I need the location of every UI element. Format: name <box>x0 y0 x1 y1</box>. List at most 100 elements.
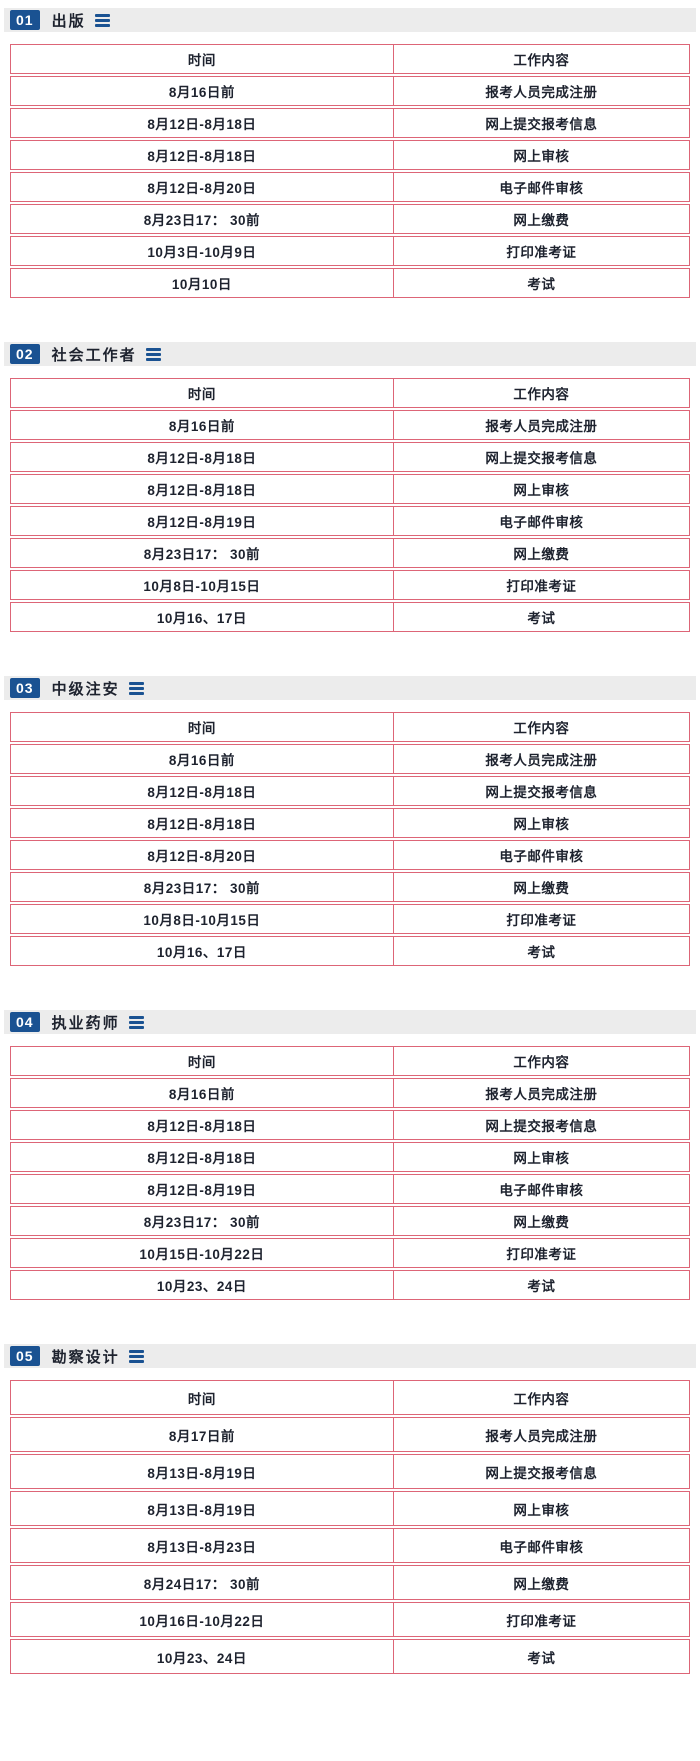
table-row: 10月10日 考试 <box>10 268 690 298</box>
table-row: 8月16日前 报考人员完成注册 <box>10 410 690 440</box>
content-cell: 打印准考证 <box>392 1602 690 1637</box>
time-cell: 8月23日17： 30前 <box>10 1206 393 1236</box>
content-cell: 网上缴费 <box>392 1565 690 1600</box>
table-row: 8月12日-8月18日 网上提交报考信息 <box>10 776 690 806</box>
table-row: 8月23日17： 30前 网上缴费 <box>10 538 690 568</box>
content-cell: 网上审核 <box>392 1142 690 1172</box>
content-cell: 考试 <box>392 268 690 298</box>
time-cell: 8月16日前 <box>10 744 393 774</box>
table-row: 8月16日前 报考人员完成注册 <box>10 744 690 774</box>
time-cell: 10月16、17日 <box>10 602 393 632</box>
section-header: 04 执业药师 <box>4 1010 696 1034</box>
table-header-row: 时间 工作内容 <box>10 378 690 408</box>
hamburger-bar <box>128 1025 144 1029</box>
content-cell: 考试 <box>392 1270 690 1300</box>
content-column-header: 工作内容 <box>392 1046 690 1076</box>
content-cell: 打印准考证 <box>392 236 690 266</box>
content-cell: 考试 <box>392 936 690 966</box>
content-cell: 电子邮件审核 <box>392 1528 690 1563</box>
hamburger-menu-icon[interactable] <box>128 681 144 695</box>
hamburger-bar <box>128 1354 144 1358</box>
section-number-badge: 03 <box>10 678 40 698</box>
time-cell: 8月12日-8月20日 <box>10 172 393 202</box>
hamburger-bar <box>94 18 110 22</box>
schedule-table: 时间 工作内容 8月16日前 报考人员完成注册 8月12日-8月18日 网上提交… <box>10 376 690 634</box>
hamburger-menu-icon[interactable] <box>145 347 161 361</box>
table-body: 8月16日前 报考人员完成注册 8月12日-8月18日 网上提交报考信息 8月1… <box>10 410 690 632</box>
time-cell: 8月24日17： 30前 <box>10 1565 393 1600</box>
time-cell: 8月13日-8月19日 <box>10 1491 393 1526</box>
table-row: 8月12日-8月20日 电子邮件审核 <box>10 172 690 202</box>
content-cell: 报考人员完成注册 <box>392 1417 690 1452</box>
schedule-table: 时间 工作内容 8月16日前 报考人员完成注册 8月12日-8月18日 网上提交… <box>10 42 690 300</box>
time-cell: 10月8日-10月15日 <box>10 570 393 600</box>
time-cell: 8月13日-8月23日 <box>10 1528 393 1563</box>
table-row: 8月13日-8月23日 电子邮件审核 <box>10 1528 690 1563</box>
table-row: 10月15日-10月22日 打印准考证 <box>10 1238 690 1268</box>
content-cell: 网上审核 <box>392 808 690 838</box>
table-row: 8月23日17： 30前 网上缴费 <box>10 872 690 902</box>
time-cell: 10月15日-10月22日 <box>10 1238 393 1268</box>
section-title: 执业药师 <box>51 1014 120 1032</box>
time-cell: 8月23日17： 30前 <box>10 538 393 568</box>
hamburger-menu-icon[interactable] <box>94 13 110 27</box>
time-cell: 8月12日-8月18日 <box>10 1142 393 1172</box>
hamburger-bar <box>145 357 161 361</box>
time-cell: 8月12日-8月18日 <box>10 776 393 806</box>
table-row: 8月13日-8月19日 网上提交报考信息 <box>10 1454 690 1489</box>
section-number-badge: 04 <box>10 1012 40 1032</box>
content-cell: 打印准考证 <box>392 570 690 600</box>
content-cell: 报考人员完成注册 <box>392 410 690 440</box>
schedule-table: 时间 工作内容 8月16日前 报考人员完成注册 8月12日-8月18日 网上提交… <box>10 1044 690 1302</box>
content-cell: 网上提交报考信息 <box>392 108 690 138</box>
content-cell: 网上提交报考信息 <box>392 1454 690 1489</box>
content-column-header: 工作内容 <box>392 1380 690 1415</box>
exam-section: 04 执业药师 时间 工作内容 8月16日前 报考人员完成注册 8月12日-8月… <box>0 1010 700 1302</box>
time-cell: 10月3日-10月9日 <box>10 236 393 266</box>
table-row: 8月12日-8月18日 网上审核 <box>10 808 690 838</box>
hamburger-bar <box>128 686 144 690</box>
time-cell: 8月12日-8月18日 <box>10 1110 393 1140</box>
time-cell: 8月17日前 <box>10 1417 393 1452</box>
time-cell: 10月23、24日 <box>10 1270 393 1300</box>
time-cell: 10月23、24日 <box>10 1639 393 1674</box>
content-cell: 网上缴费 <box>392 204 690 234</box>
time-cell: 8月12日-8月18日 <box>10 140 393 170</box>
table-row: 8月24日17： 30前 网上缴费 <box>10 1565 690 1600</box>
hamburger-menu-icon[interactable] <box>128 1015 144 1029</box>
hamburger-bar <box>128 691 144 695</box>
time-cell: 8月12日-8月19日 <box>10 506 393 536</box>
content-cell: 网上审核 <box>392 474 690 504</box>
hamburger-bar <box>128 1020 144 1024</box>
content-cell: 考试 <box>392 602 690 632</box>
content-cell: 报考人员完成注册 <box>392 1078 690 1108</box>
table-header-row: 时间 工作内容 <box>10 712 690 742</box>
time-cell: 8月16日前 <box>10 76 393 106</box>
section-number-badge: 05 <box>10 1346 40 1366</box>
content-cell: 打印准考证 <box>392 904 690 934</box>
section-number-badge: 02 <box>10 344 40 364</box>
table-row: 8月12日-8月18日 网上审核 <box>10 1142 690 1172</box>
section-header: 05 勘察设计 <box>4 1344 696 1368</box>
table-row: 10月16日-10月22日 打印准考证 <box>10 1602 690 1637</box>
table-row: 8月23日17： 30前 网上缴费 <box>10 1206 690 1236</box>
section-title: 社会工作者 <box>51 346 137 364</box>
time-cell: 8月13日-8月19日 <box>10 1454 393 1489</box>
table-body: 8月16日前 报考人员完成注册 8月12日-8月18日 网上提交报考信息 8月1… <box>10 76 690 298</box>
time-column-header: 时间 <box>10 712 393 742</box>
table-row: 10月3日-10月9日 打印准考证 <box>10 236 690 266</box>
table-row: 8月12日-8月20日 电子邮件审核 <box>10 840 690 870</box>
table-row: 8月12日-8月19日 电子邮件审核 <box>10 1174 690 1204</box>
content-cell: 电子邮件审核 <box>392 172 690 202</box>
content-cell: 考试 <box>392 1639 690 1674</box>
exam-section: 05 勘察设计 时间 工作内容 8月17日前 报考人员完成注册 8月13日-8月… <box>0 1344 700 1676</box>
hamburger-menu-icon[interactable] <box>128 1349 144 1363</box>
section-header: 01 出版 <box>4 8 696 32</box>
table-header-row: 时间 工作内容 <box>10 44 690 74</box>
content-cell: 网上审核 <box>392 140 690 170</box>
time-cell: 10月10日 <box>10 268 393 298</box>
time-column-header: 时间 <box>10 1380 393 1415</box>
time-cell: 8月16日前 <box>10 410 393 440</box>
table-header-row: 时间 工作内容 <box>10 1380 690 1415</box>
content-column-header: 工作内容 <box>392 44 690 74</box>
